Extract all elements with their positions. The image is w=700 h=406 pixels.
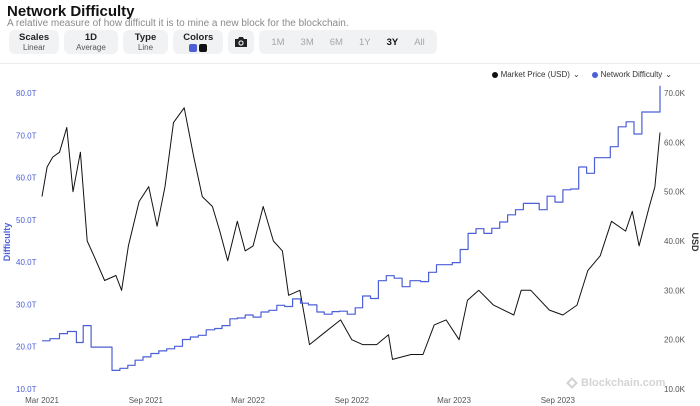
type-label: Type — [134, 31, 157, 43]
legend-dot-difficulty — [591, 71, 598, 78]
y-left-tick-label: 40.0T — [16, 258, 37, 267]
range-6m-button[interactable]: 6M — [329, 36, 343, 48]
x-tick-label: Mar 2022 — [231, 396, 265, 405]
scales-value: Linear — [22, 42, 46, 52]
page-subtitle: A relative measure of how difficult it i… — [7, 18, 349, 29]
colors-button[interactable]: Colors — [173, 30, 224, 54]
legend-dot-price — [491, 71, 498, 78]
legend-label-difficulty: Network Difficulty — [600, 70, 663, 79]
x-tick-label: Mar 2021 — [25, 396, 59, 405]
y-left-tick-label: 60.0T — [16, 174, 37, 183]
y-left-tick-label: 20.0T — [16, 343, 37, 352]
range-3y-button[interactable]: 3Y — [386, 36, 399, 48]
x-tick-label: Sep 2023 — [541, 396, 576, 405]
x-tick-label: Mar 2023 — [437, 396, 471, 405]
y-right-tick-label: 10.0K — [664, 385, 686, 394]
y-right-tick-label: 70.0K — [664, 89, 686, 98]
y-right-tick-label: 50.0K — [664, 188, 686, 197]
type-button[interactable]: Type Line — [122, 30, 169, 54]
y-left-tick-label: 80.0T — [16, 89, 37, 98]
watermark-text: Blockchain.com — [581, 377, 666, 389]
x-tick-label: Sep 2022 — [335, 396, 370, 405]
camera-icon — [235, 37, 248, 47]
y-right-tick-label: 20.0K — [664, 336, 686, 345]
y-left-axis-label: Difficulty — [2, 223, 12, 262]
period-button[interactable]: 1D Average — [64, 30, 118, 54]
chevron-down-icon: ⌄ — [665, 70, 672, 79]
y-left-tick-label: 50.0T — [16, 216, 37, 225]
y-left-tick-label: 70.0T — [16, 131, 37, 140]
x-tick-label: Sep 2021 — [129, 396, 164, 405]
color-swatch-difficulty — [189, 43, 198, 52]
y-right-tick-label: 60.0K — [664, 138, 686, 147]
type-value: Line — [137, 42, 154, 52]
y-left-tick-label: 30.0T — [16, 300, 37, 309]
chart-toolbar: Scales Linear 1D Average Type Line Color… — [9, 30, 437, 54]
scales-label: Scales — [19, 31, 50, 43]
blockchain-logo-icon — [566, 377, 578, 389]
period-label: 1D — [84, 31, 98, 43]
y-left-tick-label: 10.0T — [16, 385, 37, 394]
y-right-tick-label: 30.0K — [664, 286, 686, 295]
chart-header: Network Difficulty A relative measure of… — [0, 0, 700, 66]
colors-label: Colors — [183, 31, 214, 43]
range-all-button[interactable]: All — [414, 36, 425, 48]
watermark: Blockchain.com — [566, 377, 665, 389]
page-title: Network Difficulty — [7, 3, 135, 20]
market-price-line — [41, 107, 661, 360]
chevron-down-icon: ⌄ — [572, 70, 580, 79]
legend-item-difficulty[interactable]: Network Difficulty ⌄ — [591, 70, 672, 79]
y-right-axis-label: USD — [690, 232, 700, 252]
color-swatch-price — [199, 43, 208, 52]
range-1y-button[interactable]: 1Y — [358, 36, 371, 48]
chart-legend: Market Price (USD) ⌄ Network Difficulty … — [491, 70, 672, 79]
header-divider — [0, 63, 700, 64]
camera-button[interactable] — [228, 30, 255, 54]
range-3m-button[interactable]: 3M — [300, 36, 314, 48]
range-1m-button[interactable]: 1M — [271, 36, 285, 48]
scales-button[interactable]: Scales Linear — [9, 30, 60, 54]
y-right-tick-label: 40.0K — [664, 237, 686, 246]
time-range-selector: 1M 3M 6M 1Y 3Y All — [259, 30, 437, 54]
legend-label-price: Market Price (USD) — [500, 70, 570, 79]
network-difficulty-line — [42, 85, 661, 371]
period-value: Average — [76, 42, 106, 52]
legend-item-price[interactable]: Market Price (USD) ⌄ — [491, 70, 580, 79]
